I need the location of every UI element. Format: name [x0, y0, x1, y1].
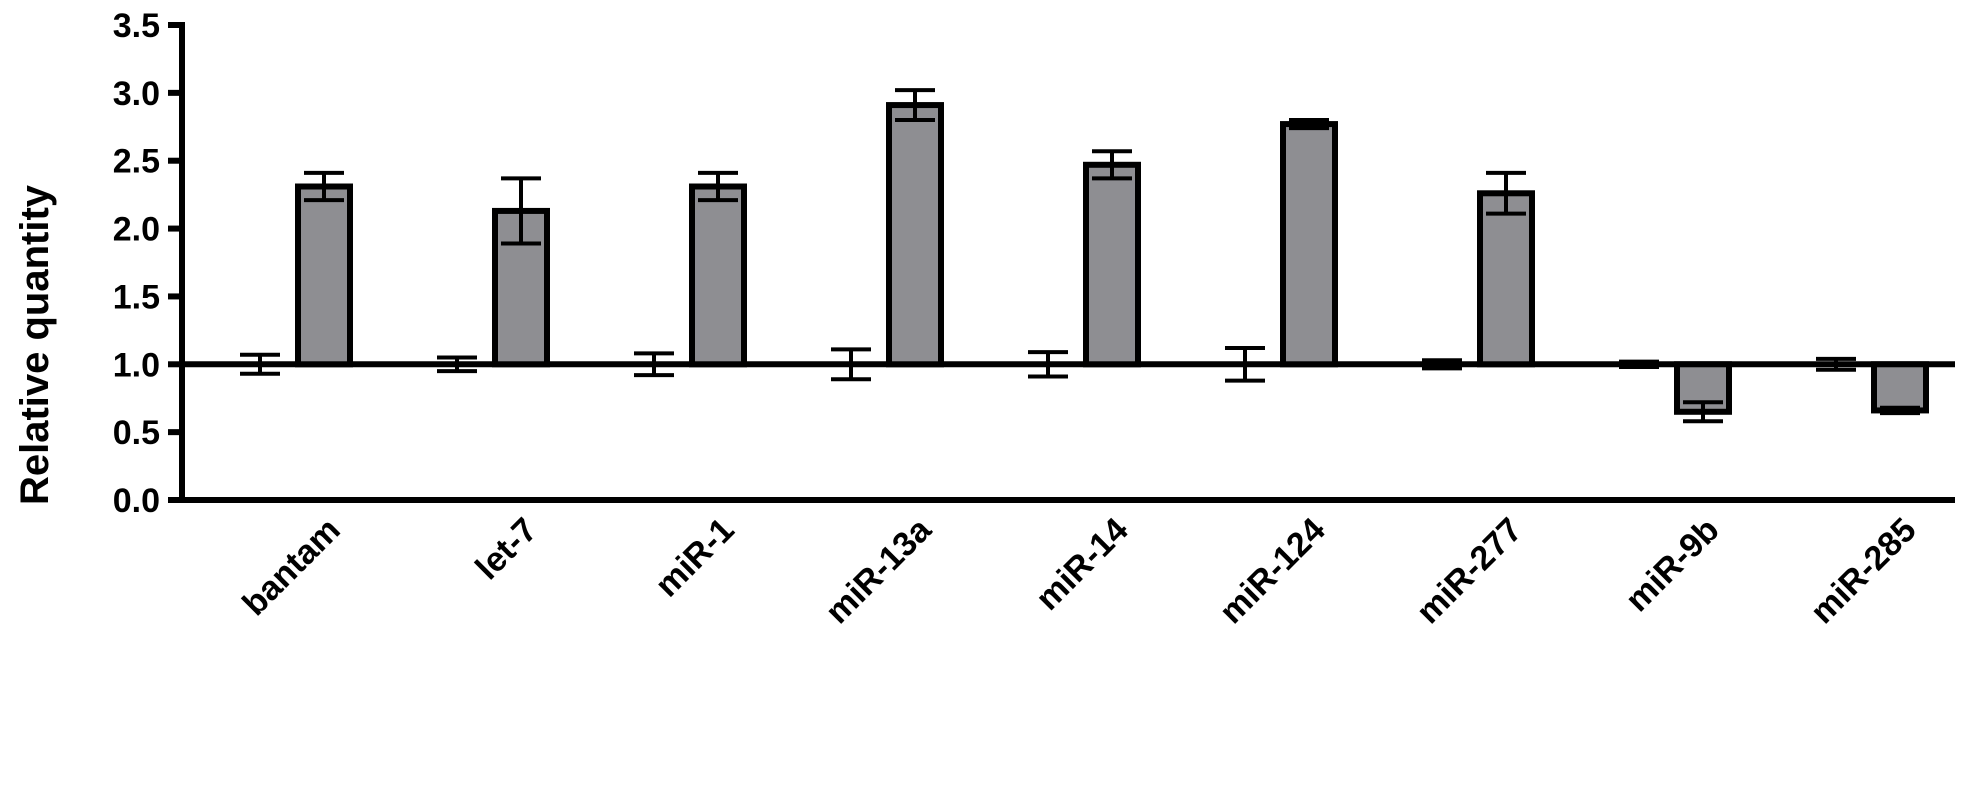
bar-miR-13a-series-2 — [886, 102, 944, 368]
x-tick-label-miR-285: miR-285 — [1803, 511, 1923, 631]
bar-bantam-series-2 — [295, 183, 353, 368]
error-bars — [240, 88, 1920, 424]
bar-miR-277-series-2 — [1477, 190, 1535, 368]
x-tick-label-miR-13a: miR-13a — [818, 510, 939, 631]
x-tick-label-let-7: let-7 — [468, 511, 544, 587]
y-tick-label: 0.0 — [113, 482, 160, 520]
x-tick-label-miR-14: miR-14 — [1029, 511, 1136, 618]
y-axis-title: Relative quantity — [13, 184, 57, 505]
y-tick-label: 2.0 — [113, 211, 160, 249]
y-tick-label: 1.5 — [113, 278, 160, 316]
x-axis — [179, 361, 1955, 503]
x-tick-label-miR-124: miR-124 — [1212, 511, 1332, 631]
x-tick-label-miR-9b: miR-9b — [1618, 511, 1726, 619]
y-tick-label: 0.5 — [113, 414, 160, 452]
x-tick-label-miR-277: miR-277 — [1409, 511, 1529, 631]
bar-miR-285-series-2 — [1871, 361, 1929, 414]
bar-miR-14-series-2 — [1083, 161, 1141, 368]
category-labels: bantam let-7 miR-1 miR-13a miR-14 miR-124 miR-… — [235, 510, 1923, 631]
y-tick-label: 3.5 — [113, 7, 160, 45]
bar-miR-1-series-2 — [689, 183, 747, 368]
x-tick-label-miR-1: miR-1 — [648, 511, 742, 605]
bars — [246, 102, 1929, 415]
x-tick-label-bantam: bantam — [235, 511, 347, 623]
y-tick-label: 3.0 — [113, 75, 160, 113]
y-tick-label: 1.0 — [113, 346, 160, 384]
bar-let-7-series-2 — [492, 207, 550, 368]
y-axis: 0.0 0.5 1.0 1.5 2.0 2.5 3.0 3.5 — [113, 7, 185, 520]
bar-miR-124-series-2 — [1280, 121, 1338, 368]
y-tick-label: 2.5 — [113, 143, 160, 181]
